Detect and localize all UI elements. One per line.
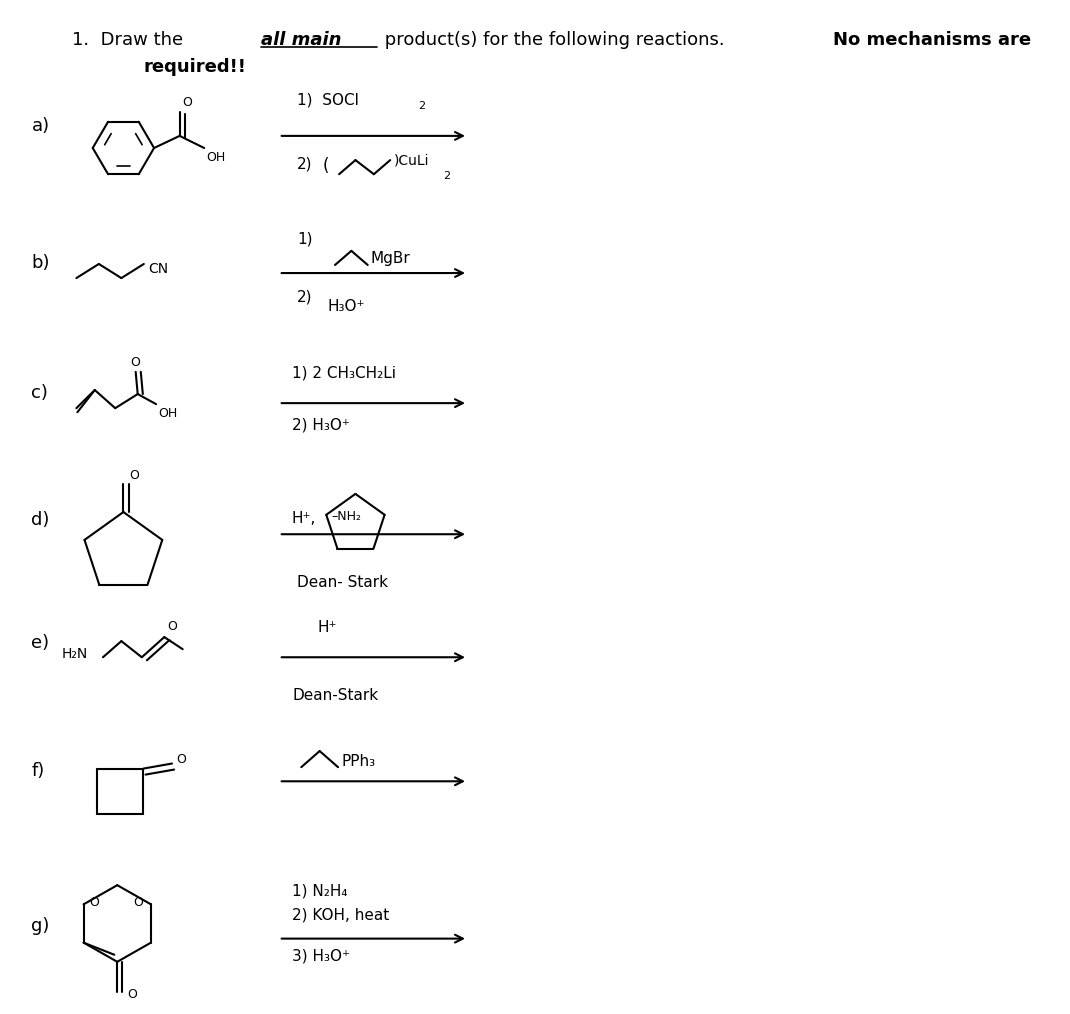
Text: 1) 2 CH₃CH₂Li: 1) 2 CH₃CH₂Li [292,366,396,381]
Text: e): e) [31,634,49,652]
Text: CN: CN [148,262,168,276]
Text: product(s) for the following reactions.: product(s) for the following reactions. [379,31,736,49]
Text: O: O [167,620,178,633]
Text: 2): 2) [297,289,312,304]
Text: 1.  Draw the: 1. Draw the [73,31,189,49]
Text: 3) H₃O⁺: 3) H₃O⁺ [292,949,350,963]
Text: Dean-Stark: Dean-Stark [292,687,378,703]
Text: 2: 2 [417,100,425,111]
Text: 1)  SOCl: 1) SOCl [297,92,360,107]
Text: 2: 2 [443,171,450,182]
Text: O: O [134,895,143,909]
Text: 1): 1) [297,232,312,246]
Text: 2) H₃O⁺: 2) H₃O⁺ [292,417,350,432]
Text: g): g) [31,917,50,935]
Text: PPh₃: PPh₃ [341,753,376,769]
Text: 1) N₂H₄: 1) N₂H₄ [292,883,348,898]
Text: H⁺,: H⁺, [291,511,316,525]
Text: a): a) [31,117,49,135]
Text: MgBr: MgBr [371,251,411,267]
Text: O: O [129,468,139,482]
Text: –NH₂: –NH₂ [332,510,362,523]
Text: O: O [131,356,140,369]
Text: O: O [177,753,186,766]
Text: OH: OH [158,408,178,420]
Text: Dean- Stark: Dean- Stark [297,575,388,589]
Text: H⁺: H⁺ [318,621,337,635]
Text: c): c) [31,384,48,402]
Text: (: ( [323,157,330,175]
Text: O: O [89,895,98,909]
Text: f): f) [31,763,45,780]
Text: H₃O⁺: H₃O⁺ [327,299,365,314]
Text: )CuLi: )CuLi [394,153,430,167]
Text: O: O [127,988,137,1001]
Text: OH: OH [207,151,226,164]
Text: No mechanisms are: No mechanisms are [832,31,1030,49]
Text: O: O [183,95,193,108]
Text: 2): 2) [297,156,312,171]
Text: d): d) [31,511,50,529]
Text: b): b) [31,254,50,272]
Text: required!!: required!! [143,58,247,76]
Text: all main: all main [261,31,342,49]
Text: H₂N: H₂N [62,647,89,661]
Text: 2) KOH, heat: 2) KOH, heat [292,908,389,923]
